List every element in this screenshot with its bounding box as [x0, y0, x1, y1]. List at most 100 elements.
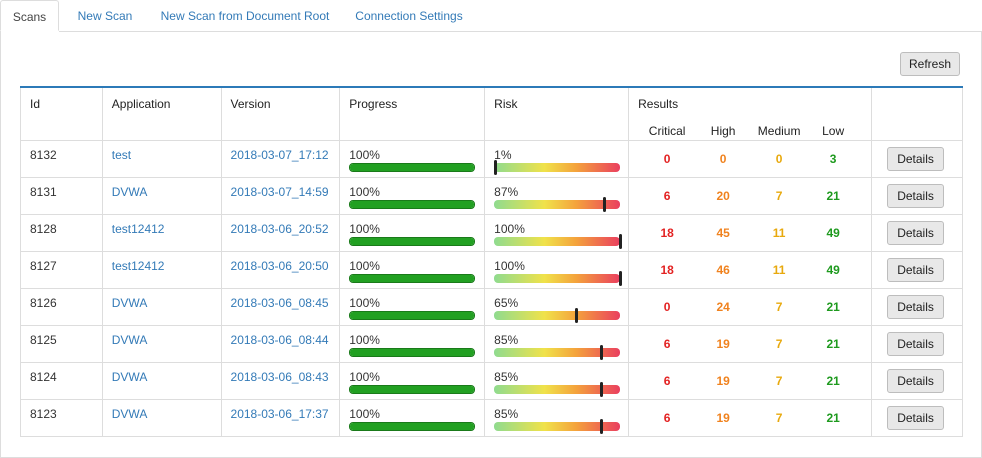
cell-results: 18 46 11 49: [628, 250, 873, 289]
application-link[interactable]: test12412: [111, 258, 165, 273]
low-count: 21: [826, 336, 840, 351]
table-row: 8128 test12412 2018-03-06_20:52 100% 100% 18 4…: [20, 213, 963, 252]
refresh-button[interactable]: Refresh: [900, 52, 960, 76]
risk-marker: [602, 196, 606, 212]
details-button[interactable]: Details: [887, 220, 945, 245]
progress-fill: [350, 348, 475, 356]
low-count: 49: [826, 225, 840, 240]
tab-bar: Scans New Scan New Scan from Document Ro…: [0, 0, 982, 31]
version-link[interactable]: 2018-03-06_08:45: [230, 295, 329, 310]
cell-progress: 100%: [339, 139, 486, 178]
application-link[interactable]: DVWA: [111, 184, 148, 199]
details-button[interactable]: Details: [887, 331, 945, 356]
cell-risk: 85%: [484, 398, 630, 437]
tab-connection-settings[interactable]: Connection Settings: [355, 9, 463, 23]
cell-version: 2018-03-06_20:52: [220, 213, 341, 252]
cell-risk: 85%: [484, 361, 630, 400]
details-button[interactable]: Details: [887, 405, 945, 430]
risk-text: 1%: [494, 147, 512, 162]
cell-results: 6 19 7 21: [628, 398, 873, 437]
progress-text: 100%: [349, 221, 380, 236]
cell-risk: 100%: [484, 250, 630, 289]
risk-text: 85%: [494, 406, 519, 421]
table-row: 8125 DVWA 2018-03-06_08:44 100% 85% 6 19 7 21 Det…: [20, 324, 963, 363]
application-link[interactable]: DVWA: [111, 406, 148, 421]
cell-id: 8128: [20, 213, 103, 252]
table-row: 8126 DVWA 2018-03-06_08:45 100% 65% 0 24 7 21 Det…: [20, 287, 963, 326]
progress-bar: [349, 421, 476, 431]
application-link[interactable]: test: [111, 147, 132, 162]
header-actions: [871, 86, 963, 141]
cell-results: 18 45 11 49: [628, 213, 873, 252]
details-button[interactable]: Details: [887, 183, 945, 208]
high-count: 19: [716, 410, 730, 425]
high-count: 20: [716, 188, 730, 203]
cell-application: DVWA: [101, 176, 222, 215]
version-link[interactable]: 2018-03-06_08:43: [230, 369, 329, 384]
progress-bar: [349, 310, 476, 320]
cell-actions: Details: [871, 213, 963, 252]
medium-count: 7: [775, 373, 783, 388]
application-link[interactable]: DVWA: [111, 369, 148, 384]
high-count: 19: [716, 373, 730, 388]
version-link[interactable]: 2018-03-06_20:50: [230, 258, 329, 273]
header-id: Id: [20, 86, 103, 141]
cell-id: 8126: [20, 287, 103, 326]
version-link[interactable]: 2018-03-07_14:59: [230, 184, 329, 199]
table-row: 8127 test12412 2018-03-06_20:50 100% 100% 18 4…: [20, 250, 963, 289]
details-button[interactable]: Details: [887, 257, 945, 282]
progress-fill: [350, 237, 475, 245]
cell-actions: Details: [871, 176, 963, 215]
results-values: 0 24 7 21: [638, 296, 871, 314]
risk-marker: [494, 159, 498, 175]
header-application: Application: [101, 86, 222, 141]
version-link[interactable]: 2018-03-06_17:37: [230, 406, 329, 421]
high-count: 45: [716, 225, 730, 240]
risk-bar: [494, 196, 621, 212]
critical-count: 0: [663, 299, 671, 314]
tab-new-scan-document-root[interactable]: New Scan from Document Root: [160, 9, 330, 23]
tab-scans[interactable]: Scans: [0, 0, 59, 31]
progress-bar: [349, 347, 476, 357]
progress-bar: [349, 199, 476, 209]
cell-application: test12412: [101, 213, 222, 252]
table-body: 8132 test 2018-03-07_17:12 100% 1% 0 0 0 3 Detail…: [20, 139, 963, 437]
low-count: 21: [826, 188, 840, 203]
critical-count: 18: [660, 225, 674, 240]
cell-version: 2018-03-06_17:37: [220, 398, 341, 437]
progress-text: 100%: [349, 147, 380, 162]
application-link[interactable]: DVWA: [111, 295, 148, 310]
results-values: 6 19 7 21: [638, 407, 871, 425]
header-progress: Progress: [339, 86, 486, 141]
version-link[interactable]: 2018-03-07_17:12: [230, 147, 329, 162]
header-version: Version: [220, 86, 341, 141]
version-link[interactable]: 2018-03-06_08:44: [230, 332, 329, 347]
progress-fill: [350, 422, 475, 430]
progress-text: 100%: [349, 332, 380, 347]
header-results: Results Critical High Medium Low: [628, 86, 873, 141]
version-link[interactable]: 2018-03-06_20:52: [230, 221, 329, 236]
progress-text: 100%: [349, 184, 380, 199]
progress-text: 100%: [349, 406, 380, 421]
critical-count: 18: [660, 262, 674, 277]
tab-new-scan[interactable]: New Scan: [77, 9, 133, 23]
cell-version: 2018-03-07_14:59: [220, 176, 341, 215]
cell-actions: Details: [871, 250, 963, 289]
application-link[interactable]: DVWA: [111, 332, 148, 347]
cell-version: 2018-03-06_08:45: [220, 287, 341, 326]
details-button[interactable]: Details: [887, 294, 945, 319]
cell-risk: 1%: [484, 139, 630, 178]
critical-count: 0: [663, 151, 671, 166]
low-count: 21: [826, 373, 840, 388]
cell-application: DVWA: [101, 398, 222, 437]
medium-count: 0: [775, 151, 783, 166]
details-button[interactable]: Details: [887, 146, 945, 171]
cell-progress: 100%: [339, 250, 486, 289]
risk-text: 65%: [494, 295, 519, 310]
medium-count: 7: [775, 336, 783, 351]
risk-bar: [494, 159, 621, 175]
progress-text: 100%: [349, 258, 380, 273]
details-button[interactable]: Details: [887, 368, 945, 393]
application-link[interactable]: test12412: [111, 221, 165, 236]
cell-progress: 100%: [339, 176, 486, 215]
